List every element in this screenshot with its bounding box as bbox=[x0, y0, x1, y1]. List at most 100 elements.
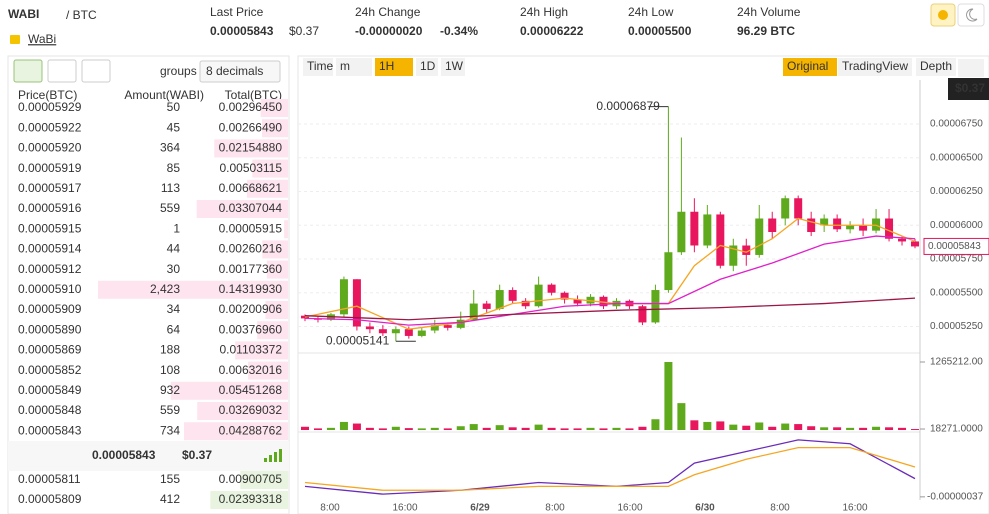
candle-body bbox=[599, 296, 608, 307]
depth-bar bbox=[214, 139, 288, 158]
volume-bar bbox=[378, 428, 387, 430]
volume-bar bbox=[846, 427, 855, 430]
column-header: Amount(WABI) bbox=[124, 88, 204, 102]
x-tick-label: 16:00 bbox=[617, 503, 642, 514]
toolbar-button[interactable] bbox=[783, 58, 837, 76]
row-price: 0.00005910 bbox=[18, 282, 82, 296]
row-amount: 155 bbox=[160, 472, 180, 486]
decimals-value[interactable]: 8 decimals bbox=[206, 64, 263, 78]
candle-body bbox=[391, 329, 400, 334]
volume-tick-label: 1265212.00 bbox=[930, 357, 983, 368]
depth-bar bbox=[196, 200, 288, 218]
toolbar-label: 1W bbox=[445, 59, 464, 73]
signal-bar bbox=[274, 452, 277, 462]
volume-bar bbox=[755, 422, 764, 430]
candle-body bbox=[508, 290, 517, 301]
stat-value: 0.00005843 bbox=[210, 24, 274, 38]
volume-bar bbox=[586, 427, 595, 430]
volume-bar bbox=[352, 423, 361, 430]
depth-bar bbox=[98, 280, 288, 299]
row-total: 0.00266490 bbox=[219, 120, 283, 134]
toolbar-button[interactable] bbox=[916, 58, 956, 76]
candle-body bbox=[495, 290, 504, 309]
row-amount: 50 bbox=[167, 100, 181, 114]
toolbar-label: m bbox=[340, 59, 350, 73]
signal-bar bbox=[269, 455, 272, 462]
toolbar-button[interactable] bbox=[838, 58, 912, 76]
toolbar-button[interactable] bbox=[416, 58, 438, 76]
quote: / BTC bbox=[66, 8, 97, 22]
depth-bar bbox=[284, 220, 288, 239]
volume-bar bbox=[664, 362, 673, 430]
volume-bar bbox=[495, 425, 504, 430]
coin-name[interactable]: WaBi bbox=[28, 32, 56, 46]
x-tick-label: 16:00 bbox=[392, 503, 417, 514]
decimals-select[interactable] bbox=[199, 60, 281, 83]
row-amount: 559 bbox=[160, 201, 180, 215]
volume-bar bbox=[560, 428, 569, 430]
candle-body bbox=[482, 303, 491, 309]
row-amount: 1 bbox=[173, 221, 180, 235]
candle-body bbox=[417, 330, 426, 336]
macd-tick-label: -0.00000037 bbox=[927, 491, 984, 502]
candle-body bbox=[560, 292, 569, 300]
row-price: 0.00005915 bbox=[18, 221, 82, 235]
last-usd: $0.37 bbox=[182, 448, 212, 462]
toolbar-label: Original bbox=[787, 59, 828, 73]
toolbar-button[interactable] bbox=[336, 58, 372, 76]
stat-label: 24h Volume bbox=[737, 5, 801, 19]
candle-body bbox=[859, 225, 868, 231]
volume-bar bbox=[833, 427, 842, 430]
row-total: 0.03269032 bbox=[219, 403, 283, 417]
volume-bar bbox=[794, 424, 803, 430]
view-both-button[interactable] bbox=[13, 59, 43, 83]
fullscreen-button[interactable] bbox=[958, 59, 984, 77]
volume-bar bbox=[859, 427, 868, 430]
dark-theme-button[interactable] bbox=[957, 3, 985, 27]
candle-body bbox=[820, 218, 829, 226]
candle-body bbox=[430, 325, 439, 331]
volume-bar bbox=[443, 428, 452, 430]
depth-bar bbox=[248, 361, 288, 380]
row-amount: 559 bbox=[160, 403, 180, 417]
depth-bar bbox=[252, 159, 288, 178]
stat-value: 0.00005500 bbox=[628, 24, 692, 38]
last-price: 0.00005843 bbox=[92, 448, 156, 462]
candle-body bbox=[547, 284, 556, 293]
candle-body bbox=[885, 218, 894, 239]
view-asks-button[interactable] bbox=[81, 59, 111, 83]
row-price: 0.00005869 bbox=[18, 343, 82, 357]
stat-sub: -0.34% bbox=[440, 24, 478, 38]
candle-body bbox=[404, 329, 413, 336]
toolbar-label: TradingView bbox=[842, 59, 908, 73]
volume-bar bbox=[625, 428, 634, 430]
candle-body bbox=[339, 279, 348, 315]
y-tick-label: 0.00006750 bbox=[930, 119, 983, 130]
toolbar-button[interactable] bbox=[441, 58, 465, 76]
row-price: 0.00005917 bbox=[18, 181, 82, 195]
volume-bar bbox=[521, 427, 530, 430]
toolbar-button[interactable] bbox=[303, 58, 333, 76]
toolbar-button[interactable] bbox=[375, 58, 413, 76]
candle-body bbox=[690, 211, 699, 246]
volume-bar bbox=[301, 426, 309, 430]
row-amount: 85 bbox=[167, 161, 181, 175]
candle-body bbox=[469, 303, 478, 320]
view-bids-button[interactable] bbox=[47, 59, 77, 83]
volume-bar bbox=[599, 428, 608, 430]
toolbar-label: 1H bbox=[379, 59, 394, 73]
row-amount: 188 bbox=[160, 343, 180, 357]
coin-icon bbox=[10, 35, 20, 44]
row-total: 0.02154880 bbox=[219, 141, 283, 155]
depth-bar bbox=[197, 402, 288, 420]
row-price: 0.00005848 bbox=[18, 403, 82, 417]
volume-bar bbox=[430, 427, 439, 430]
candle-body bbox=[378, 329, 387, 334]
row-price: 0.00005922 bbox=[18, 120, 82, 134]
candle-body bbox=[781, 198, 790, 219]
candle-body bbox=[911, 241, 919, 247]
row-amount: 30 bbox=[167, 262, 181, 276]
volume-bar bbox=[651, 419, 660, 430]
candle-body bbox=[768, 218, 777, 232]
